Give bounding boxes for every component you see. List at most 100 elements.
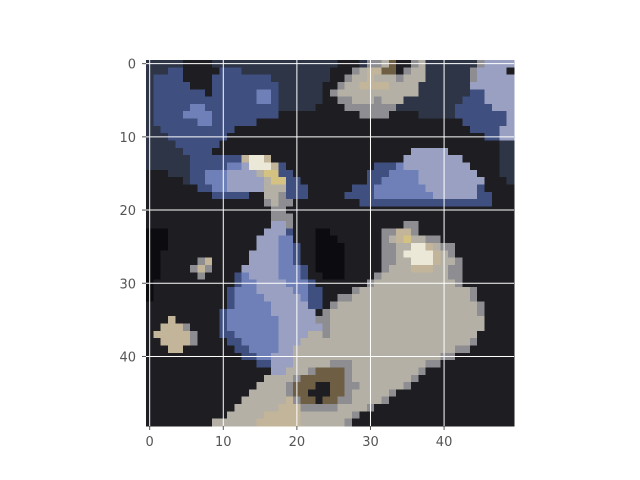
heatmap-cell	[345, 184, 353, 192]
heatmap-cell	[499, 345, 507, 353]
heatmap-cell	[190, 236, 198, 244]
heatmap-cell	[315, 236, 323, 244]
heatmap-cell	[308, 367, 316, 375]
heatmap-cell	[345, 316, 353, 324]
heatmap-cell	[374, 397, 382, 405]
heatmap-cell	[352, 389, 360, 397]
heatmap-cell	[382, 411, 390, 419]
heatmap-cell	[507, 82, 515, 90]
heatmap-cell	[183, 192, 191, 200]
heatmap-cell	[499, 155, 507, 163]
heatmap-cell	[256, 184, 264, 192]
heatmap-cell	[352, 265, 360, 273]
heatmap-cell	[382, 250, 390, 258]
heatmap-cell	[462, 104, 470, 112]
heatmap-cell	[404, 119, 412, 127]
heatmap-cell	[212, 170, 220, 178]
heatmap-cell	[190, 397, 198, 405]
heatmap-cell	[485, 221, 493, 229]
heatmap-cell	[404, 397, 412, 405]
heatmap-cell	[153, 104, 161, 112]
heatmap-cell	[418, 309, 426, 317]
heatmap-cell	[286, 155, 294, 163]
heatmap-cell	[448, 162, 456, 170]
heatmap-cell	[323, 265, 331, 273]
heatmap-cell	[374, 287, 382, 295]
heatmap-cell	[448, 331, 456, 339]
heatmap-cell	[205, 294, 213, 302]
heatmap-cell	[227, 272, 235, 280]
heatmap-cell	[308, 324, 316, 332]
heatmap-cell	[382, 126, 390, 134]
heatmap-cell	[212, 184, 220, 192]
heatmap-cell	[256, 177, 264, 185]
heatmap-cell	[198, 345, 206, 353]
heatmap-cell	[411, 265, 419, 273]
heatmap-cell	[345, 126, 353, 134]
heatmap-cell	[477, 82, 485, 90]
heatmap-cell	[227, 126, 235, 134]
heatmap-cell	[389, 367, 397, 375]
heatmap-cell	[492, 119, 500, 127]
heatmap-cell	[426, 184, 434, 192]
heatmap-cell	[374, 221, 382, 229]
heatmap-cell	[315, 419, 323, 427]
heatmap-cell	[161, 397, 169, 405]
heatmap-cell	[433, 192, 441, 200]
heatmap-cell	[175, 265, 183, 273]
heatmap-cell	[242, 170, 250, 178]
heatmap-cell	[404, 316, 412, 324]
heatmap-cell	[249, 367, 257, 375]
heatmap-cell	[153, 97, 161, 105]
heatmap-cell	[492, 287, 500, 295]
heatmap-cell	[190, 141, 198, 149]
heatmap-cell	[359, 126, 367, 134]
heatmap-cell	[286, 243, 294, 251]
heatmap-cell	[190, 155, 198, 163]
heatmap-cell	[249, 389, 257, 397]
heatmap-cell	[477, 214, 485, 222]
heatmap-cell	[499, 404, 507, 412]
heatmap-cell	[227, 316, 235, 324]
heatmap-cell	[455, 199, 463, 207]
heatmap-cell	[153, 89, 161, 97]
heatmap-cell	[264, 324, 272, 332]
heatmap-cell	[315, 155, 323, 163]
heatmap-cell	[190, 331, 198, 339]
heatmap-cell	[212, 192, 220, 200]
heatmap-cell	[337, 258, 345, 266]
heatmap-cell	[153, 192, 161, 200]
heatmap-cell	[352, 338, 360, 346]
heatmap-cell	[278, 111, 286, 119]
heatmap-cell	[448, 228, 456, 236]
heatmap-cell	[323, 360, 331, 368]
heatmap-cell	[278, 162, 286, 170]
heatmap-cell	[301, 184, 309, 192]
heatmap-cell	[507, 258, 515, 266]
heatmap-cell	[411, 404, 419, 412]
heatmap-cell	[234, 192, 242, 200]
heatmap-cell	[485, 324, 493, 332]
heatmap-cell	[462, 419, 470, 427]
heatmap-cell	[404, 411, 412, 419]
heatmap-cell	[198, 404, 206, 412]
heatmap-cell	[183, 126, 191, 134]
heatmap-cell	[448, 294, 456, 302]
heatmap-cell	[374, 82, 382, 90]
heatmap-cell	[301, 250, 309, 258]
heatmap-cell	[396, 111, 404, 119]
heatmap-cell	[389, 243, 397, 251]
heatmap-cell	[448, 375, 456, 383]
heatmap-cell	[455, 338, 463, 346]
heatmap-cell	[485, 404, 493, 412]
heatmap-cell	[183, 411, 191, 419]
heatmap-cell	[404, 360, 412, 368]
heatmap-cell	[153, 67, 161, 75]
heatmap-cell	[301, 272, 309, 280]
heatmap-cell	[455, 148, 463, 156]
heatmap-cell	[462, 228, 470, 236]
heatmap-cell	[337, 221, 345, 229]
heatmap-cell	[404, 148, 412, 156]
heatmap-cell	[205, 104, 213, 112]
heatmap-cell	[264, 389, 272, 397]
